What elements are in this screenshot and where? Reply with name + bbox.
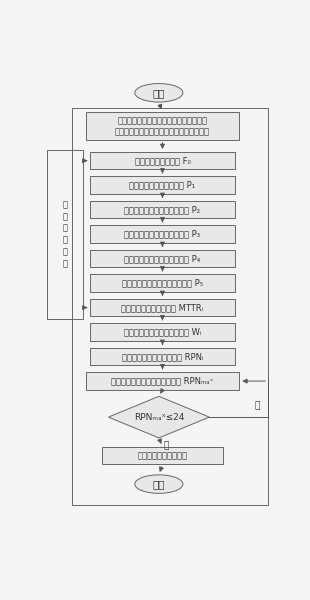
FancyBboxPatch shape	[91, 274, 235, 292]
Text: RPNₘₐˣ≤24: RPNₘₐˣ≤24	[134, 413, 184, 422]
Text: 打印安全风险控制措施: 打印安全风险控制措施	[137, 451, 188, 460]
FancyBboxPatch shape	[91, 299, 235, 316]
FancyBboxPatch shape	[91, 348, 235, 365]
Text: 历
史
数
据
文
件: 历 史 数 据 文 件	[63, 200, 68, 268]
Text: 计算轴承的安全风险排序数 RPNᵢ: 计算轴承的安全风险排序数 RPNᵢ	[122, 352, 203, 361]
Text: 由轴承回油温度信号确定系数 P₄: 由轴承回油温度信号确定系数 P₄	[124, 254, 201, 263]
Text: 由轴瓦金属温度信号确定系数 P₃: 由轴瓦金属温度信号确定系数 P₃	[125, 230, 201, 239]
FancyBboxPatch shape	[86, 372, 239, 390]
Text: 计算轴承的故障概率 F₀: 计算轴承的故障概率 F₀	[135, 156, 190, 165]
Text: 否: 否	[164, 442, 169, 451]
Text: 开始: 开始	[153, 88, 165, 98]
FancyBboxPatch shape	[102, 446, 223, 464]
Text: 确定轴承的最大安全风险排序数 RPNₘₐˣ: 确定轴承的最大安全风险排序数 RPNₘₐˣ	[111, 377, 214, 386]
Text: 计算轴承的平均检修时间 MTTRᵢ: 计算轴承的平均检修时间 MTTRᵢ	[122, 303, 204, 312]
FancyBboxPatch shape	[86, 112, 239, 140]
Polygon shape	[108, 397, 209, 438]
Text: 由转子振动信号确定系数 P₁: 由转子振动信号确定系数 P₁	[129, 181, 196, 190]
Text: 确定轴承故障后果的权重系数 Wᵢ: 确定轴承故障后果的权重系数 Wᵢ	[124, 328, 201, 337]
Text: 输入转子振动、转子轴向位移、轴瓦金属
温度、轴承回油温度和润滑油压力的监视值: 输入转子振动、转子轴向位移、轴瓦金属 温度、轴承回油温度和润滑油压力的监视值	[115, 116, 210, 136]
Ellipse shape	[135, 475, 183, 493]
FancyBboxPatch shape	[91, 323, 235, 341]
Ellipse shape	[135, 83, 183, 102]
FancyBboxPatch shape	[91, 176, 235, 194]
Text: 是: 是	[255, 401, 260, 410]
FancyBboxPatch shape	[91, 250, 235, 268]
FancyBboxPatch shape	[91, 152, 235, 169]
Text: 结束: 结束	[153, 479, 165, 489]
FancyBboxPatch shape	[91, 226, 235, 243]
Text: 由转子轴向位移信号确定系数 P₂: 由转子轴向位移信号确定系数 P₂	[125, 205, 201, 214]
FancyBboxPatch shape	[91, 201, 235, 218]
Text: 由轴承润滑油压力信号确定系数 P₅: 由轴承润滑油压力信号确定系数 P₅	[122, 278, 203, 287]
